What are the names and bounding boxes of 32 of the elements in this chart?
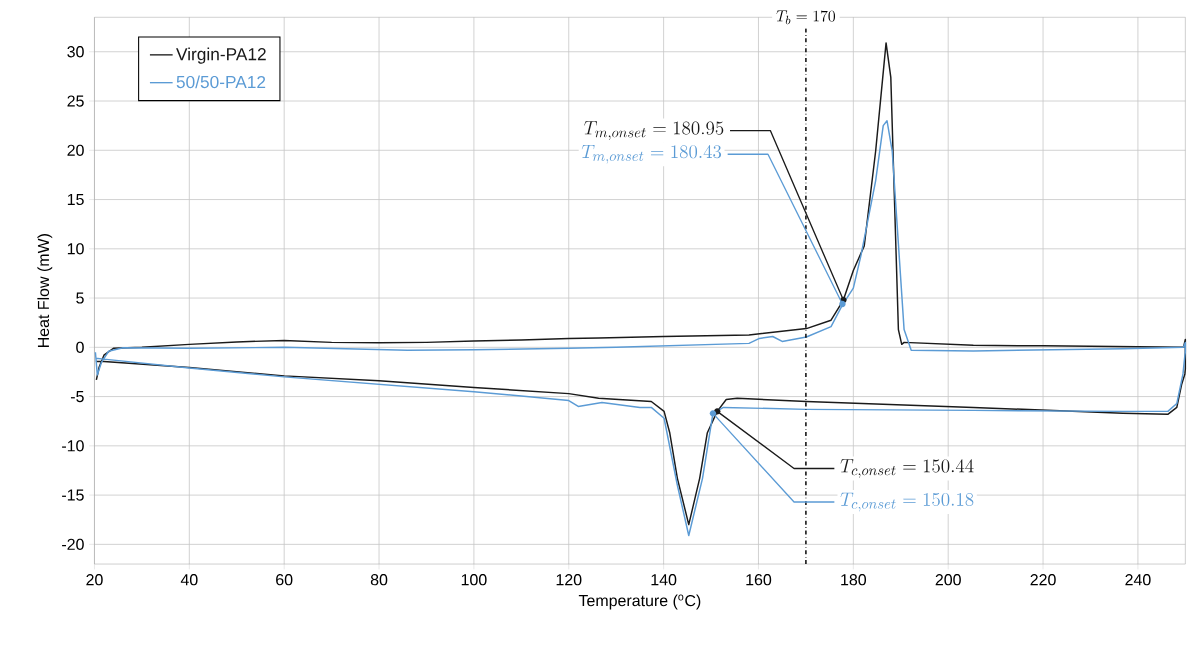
x-tick-label: 180 bbox=[841, 574, 867, 586]
y-tick-label: 15 bbox=[67, 194, 84, 206]
x-tick-label: 140 bbox=[651, 574, 677, 586]
annotation: $T_{m, onset} = 180.43$ bbox=[581, 145, 722, 164]
x-tick-label: 80 bbox=[370, 574, 388, 586]
x-tick-label: 40 bbox=[180, 574, 198, 586]
y-tick-label: -5 bbox=[70, 391, 84, 403]
x-axis-title: Temperature ($^{o}$C) bbox=[578, 594, 701, 610]
x-tick-label: 220 bbox=[1030, 574, 1056, 586]
y-tick-label: -15 bbox=[62, 489, 84, 501]
y-tick-label: 30 bbox=[67, 46, 84, 58]
annotation: $T_{m, onset} = 180.95$ bbox=[584, 121, 724, 141]
x-tick-label: 160 bbox=[746, 574, 772, 586]
legend-label: Virgin-PA12 bbox=[176, 47, 266, 64]
y-axis-title: Heat Flow (mW) bbox=[37, 234, 53, 348]
x-tick-label: 240 bbox=[1125, 574, 1151, 586]
annotation: $T_{c, onset} = 150.18$ bbox=[840, 492, 974, 512]
x-tick-label: 20 bbox=[86, 574, 103, 586]
annotation: $T_{c, onset} = 150.44$ bbox=[840, 459, 974, 479]
y-tick-label: 5 bbox=[76, 292, 84, 304]
ref-line-label: $T_{b} = 170$ bbox=[776, 10, 835, 25]
y-tick-label: 20 bbox=[67, 144, 84, 157]
x-tick-label: 100 bbox=[461, 574, 487, 586]
y-tick-label: 10 bbox=[67, 243, 84, 255]
x-tick-label: 120 bbox=[556, 574, 582, 586]
y-tick-label: -20 bbox=[62, 538, 84, 551]
y-tick-label: -10 bbox=[62, 440, 84, 452]
y-tick-label: 25 bbox=[67, 95, 84, 107]
y-tick-label: 0 bbox=[76, 341, 84, 354]
x-tick-label: 200 bbox=[935, 574, 961, 586]
x-tick-label: 60 bbox=[276, 574, 293, 586]
legend-label: 50/50-PA12 bbox=[176, 75, 266, 89]
